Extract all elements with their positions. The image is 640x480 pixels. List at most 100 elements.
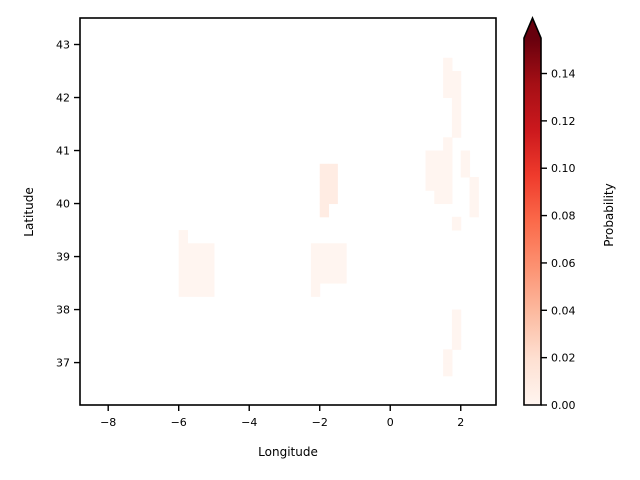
- heatmap-cell: [434, 150, 444, 165]
- heatmap-cell: [328, 177, 338, 191]
- heatmap-cell: [425, 163, 435, 178]
- heatmap-cell: [451, 309, 462, 324]
- heatmap-cell: [205, 269, 215, 284]
- y-tick-label: 43: [56, 39, 70, 52]
- colorbar-extend-arrow: [524, 18, 541, 38]
- heatmap-cells: [178, 57, 479, 377]
- heatmap-cell: [443, 349, 453, 364]
- colorbar-tick-label: 0.02: [551, 352, 576, 365]
- heatmap-cell: [178, 269, 189, 284]
- heatmap-cell: [337, 243, 347, 258]
- heatmap-cell: [310, 243, 321, 258]
- heatmap-cell: [319, 190, 330, 205]
- heatmap-cell: [443, 137, 453, 152]
- y-tick-label: 39: [56, 251, 70, 264]
- colorbar-tick-label: 0.10: [551, 162, 576, 175]
- heatmap-cell: [451, 322, 462, 337]
- colorbar-label: Probability: [602, 183, 616, 246]
- heatmap-cell: [443, 190, 453, 205]
- heatmap-cell: [310, 283, 321, 297]
- heatmap-cell: [451, 124, 462, 138]
- y-tick-label: 38: [56, 304, 70, 317]
- heatmap-cell: [319, 177, 330, 191]
- heatmap-cell: [328, 190, 338, 205]
- heatmap-cell: [178, 230, 189, 244]
- heatmap-cell: [328, 269, 338, 284]
- x-tick-label: 2: [457, 416, 464, 429]
- heatmap-cell: [469, 177, 479, 191]
- y-axis: 37 38 39 40 41 42 43: [56, 39, 80, 370]
- heatmap-cell: [460, 150, 471, 165]
- y-tick-label: 41: [56, 145, 70, 158]
- heatmap-cell: [319, 269, 330, 284]
- colorbar-tick-label: 0.06: [551, 257, 576, 270]
- heatmap-cell: [451, 97, 462, 112]
- heatmap-cell: [460, 163, 471, 178]
- heatmap-cell: [451, 110, 462, 125]
- colorbar-tick-label: 0.04: [551, 304, 576, 317]
- heatmap-cell: [443, 163, 453, 178]
- x-tick-label: −2: [312, 416, 328, 429]
- heatmap-cell: [178, 243, 189, 258]
- heatmap-cell: [196, 269, 206, 284]
- heatmap-cell: [328, 163, 338, 178]
- plot-frame: [79, 17, 497, 406]
- y-tick-label: 37: [56, 357, 70, 370]
- heatmap-cell: [205, 283, 215, 297]
- heatmap-cell: [443, 362, 453, 377]
- heatmap-cell: [196, 256, 206, 271]
- y-axis-label: Latitude: [22, 187, 36, 236]
- y-tick-label: 42: [56, 92, 70, 105]
- heatmap-cell: [205, 243, 215, 258]
- colorbar-tick-label: 0.12: [551, 115, 576, 128]
- heatmap-cell: [187, 243, 197, 258]
- x-tick-label: −4: [241, 416, 257, 429]
- heatmap-cell: [337, 256, 347, 271]
- colorbar-outline: [523, 15, 542, 406]
- heatmap-cell: [425, 177, 435, 191]
- heatmap-cell: [319, 243, 330, 258]
- heatmap-cell: [443, 57, 453, 72]
- heatmap-cell: [425, 150, 435, 165]
- heatmap-cell: [187, 269, 197, 284]
- heatmap-cell: [443, 71, 453, 85]
- heatmap-cell: [328, 256, 338, 271]
- heatmap-cell: [451, 71, 462, 85]
- x-axis-label: Longitude: [258, 445, 318, 459]
- heatmap-cell: [434, 177, 444, 191]
- heatmap-cell: [328, 243, 338, 258]
- heatmap-cell: [443, 150, 453, 165]
- heatmap-cell: [434, 190, 444, 205]
- colorbar-ticks: 0.00 0.02 0.04 0.06 0.08 0.10 0.12 0.14: [541, 68, 576, 412]
- heatmap-cell: [469, 190, 479, 205]
- colorbar-tick-label: 0.14: [551, 68, 576, 81]
- heatmap-cell: [451, 84, 462, 99]
- heatmap-cell: [187, 256, 197, 271]
- heatmap-cell: [451, 216, 462, 231]
- heatmap-cell: [178, 256, 189, 271]
- y-tick-label: 40: [56, 198, 70, 211]
- heatmap-cell: [337, 269, 347, 284]
- heatmap-cell: [319, 256, 330, 271]
- colorbar: 0.00 0.02 0.04 0.06 0.08 0.10 0.12 0.14: [523, 15, 576, 412]
- heatmap-cell: [443, 84, 453, 99]
- heatmap-cell: [196, 243, 206, 258]
- heatmap-cell: [319, 203, 330, 218]
- heatmap-cell: [443, 177, 453, 191]
- x-tick-label: −6: [171, 416, 187, 429]
- colorbar-tick-label: 0.00: [551, 399, 576, 412]
- x-tick-label: −8: [100, 416, 116, 429]
- heatmap-cell: [434, 163, 444, 178]
- heatmap-cell: [319, 163, 330, 178]
- x-tick-label: 0: [387, 416, 394, 429]
- heatmap-cell: [187, 283, 197, 297]
- heatmap-cell: [310, 256, 321, 271]
- x-axis: −8 −6 −4 −2 0 2: [100, 405, 464, 429]
- colorbar-gradient: [524, 38, 541, 405]
- heatmap-cell: [205, 256, 215, 271]
- heatmap-cell: [469, 203, 479, 218]
- colorbar-tick-label: 0.08: [551, 210, 576, 223]
- heatmap-cell: [196, 283, 206, 297]
- heatmap-cell: [451, 336, 462, 350]
